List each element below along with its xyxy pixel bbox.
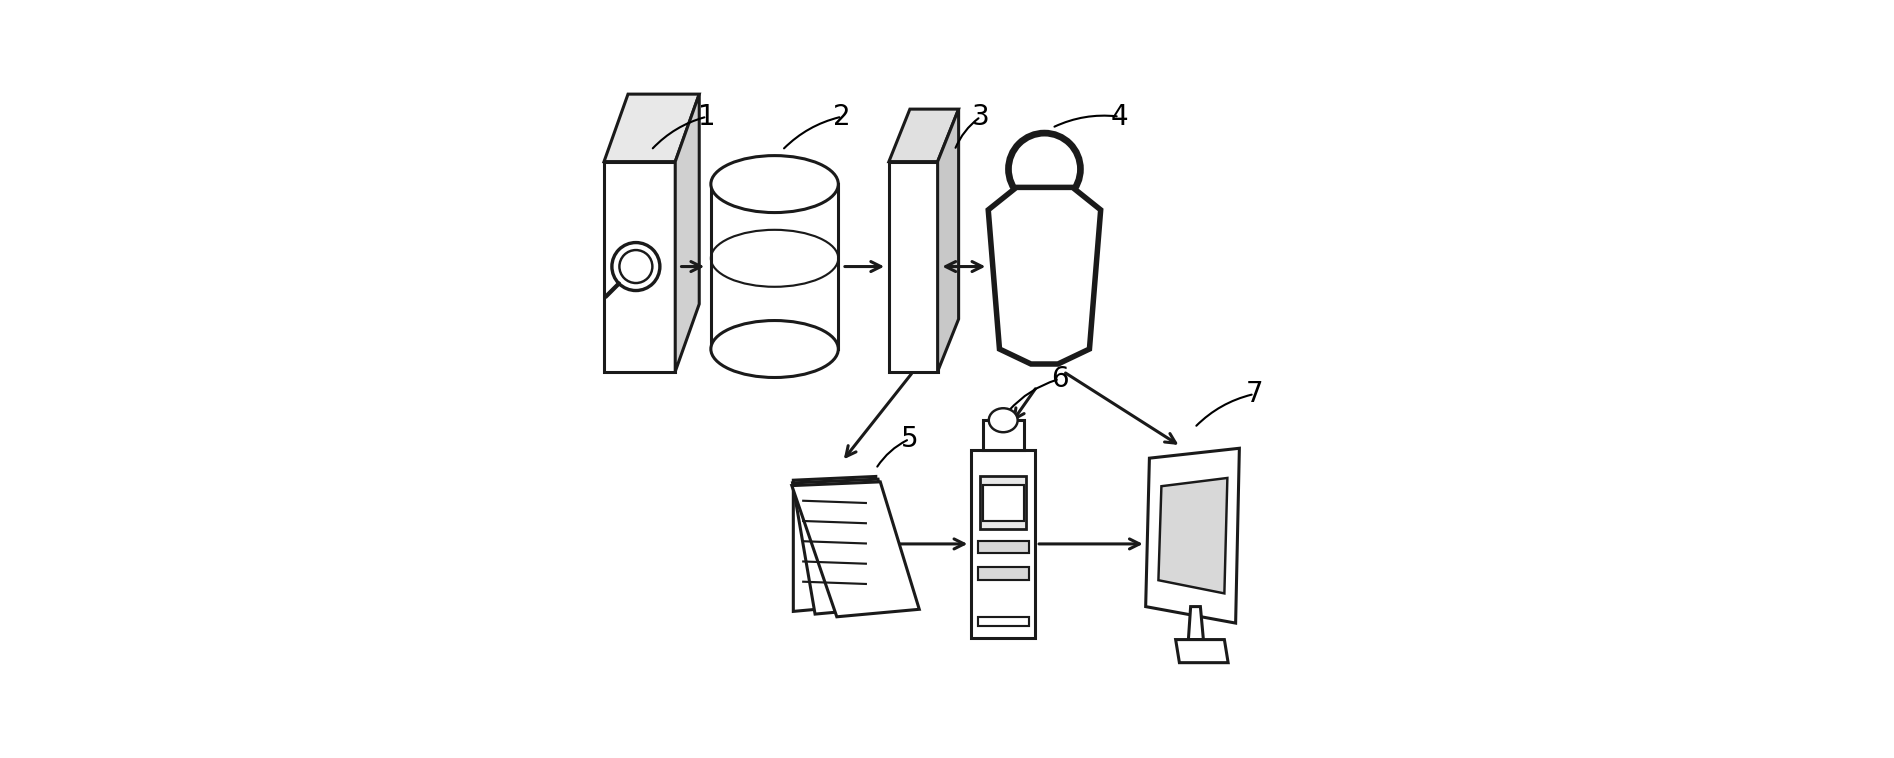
Polygon shape [888,161,938,371]
Polygon shape [792,479,898,614]
Text: 4: 4 [1110,102,1129,130]
Bar [977,541,1028,553]
Circle shape [1008,133,1080,205]
Bar [983,484,1025,522]
Text: 3: 3 [972,102,989,130]
Polygon shape [989,187,1100,364]
Bar [972,450,1036,637]
Bar [981,477,1027,529]
Polygon shape [938,109,958,371]
Polygon shape [604,161,676,371]
Ellipse shape [710,155,839,212]
Text: 2: 2 [833,102,850,130]
Bar [983,420,1025,450]
Ellipse shape [989,409,1017,432]
Polygon shape [1188,606,1203,640]
Text: 6: 6 [1051,365,1068,393]
Polygon shape [792,482,919,617]
Text: 1: 1 [699,102,716,130]
Text: 7: 7 [1246,380,1263,408]
Text: 5: 5 [902,425,919,453]
Polygon shape [1176,640,1227,662]
Polygon shape [1146,448,1239,623]
Bar [710,184,839,349]
Bar [977,617,1028,626]
Polygon shape [1159,478,1227,594]
Polygon shape [888,109,958,161]
Polygon shape [794,477,875,612]
Circle shape [619,250,652,283]
Polygon shape [604,94,699,161]
Ellipse shape [710,321,839,377]
Bar [977,567,1028,580]
Circle shape [612,243,659,290]
Polygon shape [676,94,699,371]
